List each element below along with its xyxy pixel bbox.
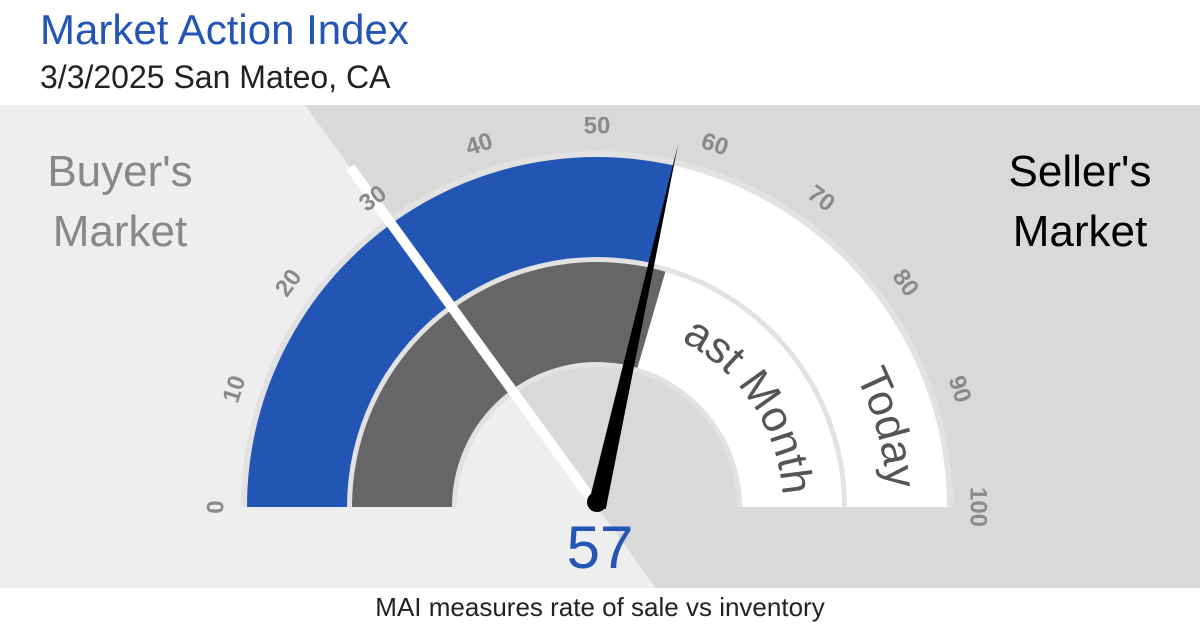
title: Market Action Index (40, 6, 409, 53)
footer: MAI measures rate of sale vs inventory (375, 592, 824, 622)
tick-label: 0 (202, 500, 229, 513)
threshold-line (346, 164, 602, 510)
buyers-label: Buyer's (47, 147, 192, 196)
value-label: 57 (567, 514, 634, 581)
sellers-label: Market (1013, 207, 1147, 256)
tick-label: 50 (584, 112, 611, 139)
needle-hub (587, 492, 607, 512)
needle (588, 143, 679, 509)
sellers-label: Seller's (1009, 147, 1152, 196)
ring-remainder (651, 165, 947, 507)
subtitle: 3/3/2025 San Mateo, CA (40, 59, 391, 95)
ring-fill (247, 156, 674, 507)
buyers-label: Market (53, 207, 187, 256)
tick-label: 100 (965, 487, 992, 527)
ring-remainder (637, 271, 842, 507)
